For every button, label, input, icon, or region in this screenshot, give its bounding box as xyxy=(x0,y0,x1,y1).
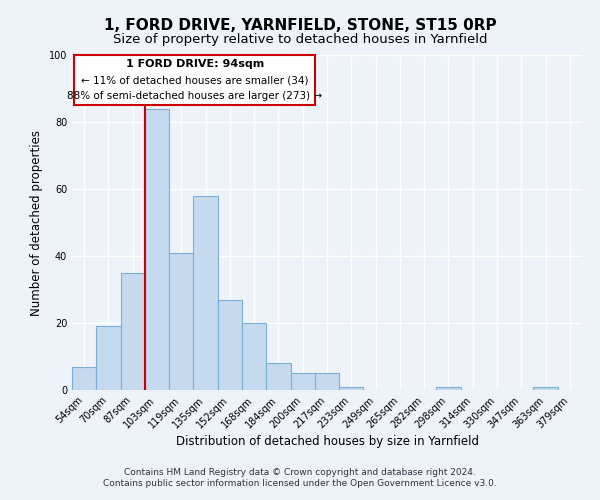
Bar xyxy=(193,196,218,390)
Bar xyxy=(72,366,96,390)
Bar xyxy=(121,273,145,390)
Text: Contains HM Land Registry data © Crown copyright and database right 2024.
Contai: Contains HM Land Registry data © Crown c… xyxy=(103,468,497,487)
FancyBboxPatch shape xyxy=(74,55,315,106)
Text: 1, FORD DRIVE, YARNFIELD, STONE, ST15 0RP: 1, FORD DRIVE, YARNFIELD, STONE, ST15 0R… xyxy=(104,18,496,32)
Bar xyxy=(290,373,315,390)
Bar xyxy=(315,373,339,390)
Text: ← 11% of detached houses are smaller (34): ← 11% of detached houses are smaller (34… xyxy=(81,75,308,85)
Text: Size of property relative to detached houses in Yarnfield: Size of property relative to detached ho… xyxy=(113,32,487,46)
Bar xyxy=(169,252,193,390)
Text: 88% of semi-detached houses are larger (273) →: 88% of semi-detached houses are larger (… xyxy=(67,91,322,101)
Bar xyxy=(266,363,290,390)
X-axis label: Distribution of detached houses by size in Yarnfield: Distribution of detached houses by size … xyxy=(176,436,479,448)
Bar xyxy=(145,108,169,390)
Bar xyxy=(533,386,558,390)
Bar xyxy=(218,300,242,390)
Bar xyxy=(339,386,364,390)
Bar xyxy=(242,323,266,390)
Text: 1 FORD DRIVE: 94sqm: 1 FORD DRIVE: 94sqm xyxy=(125,60,264,70)
Bar xyxy=(96,326,121,390)
Y-axis label: Number of detached properties: Number of detached properties xyxy=(30,130,43,316)
Bar xyxy=(436,386,461,390)
